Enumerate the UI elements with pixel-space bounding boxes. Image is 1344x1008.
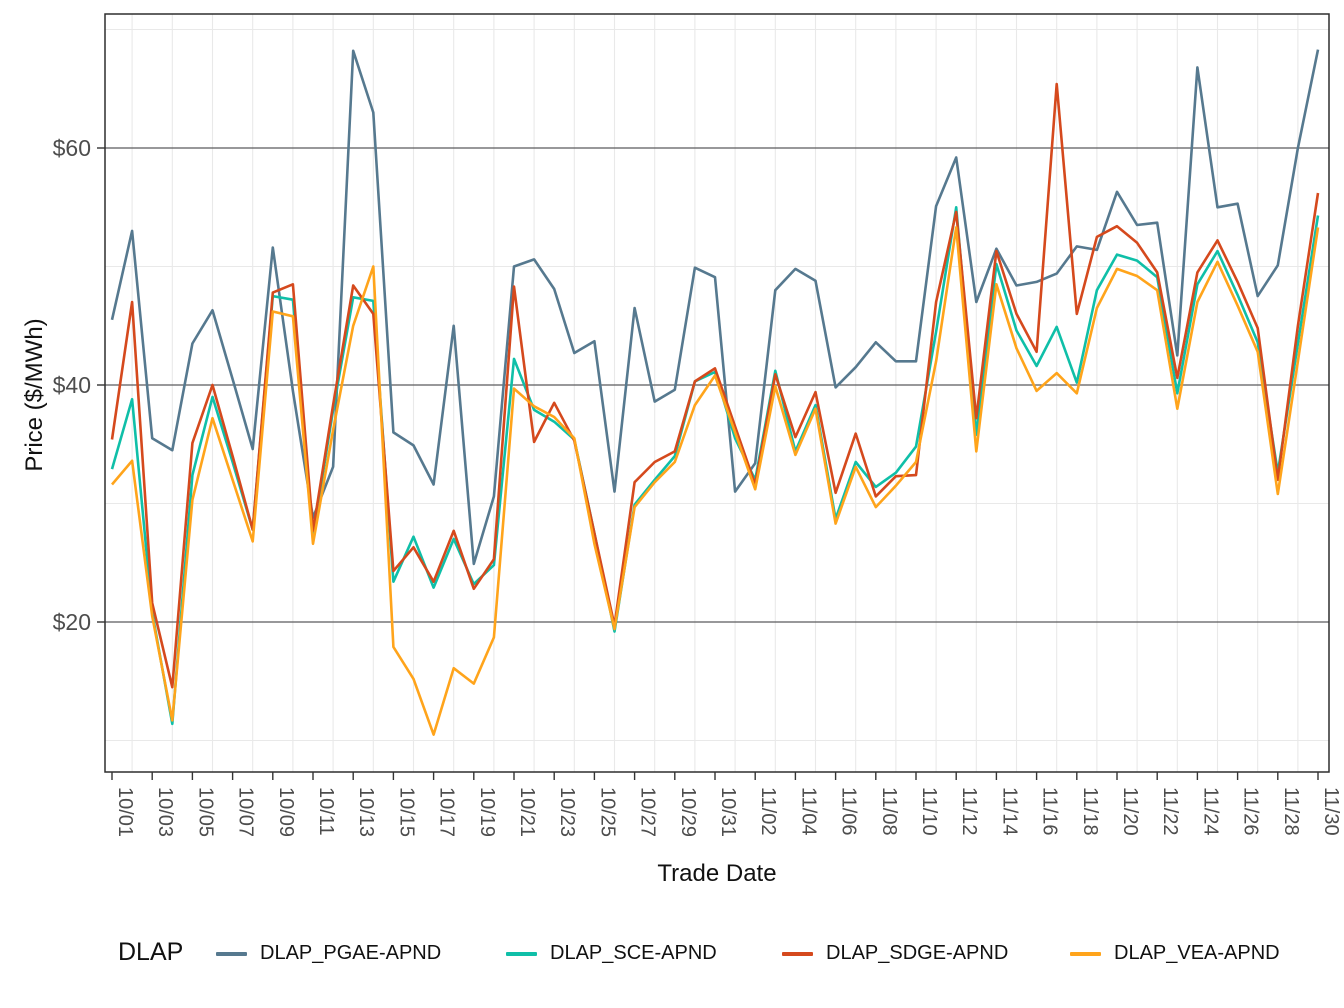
legend-item-vea: DLAP_VEA-APND xyxy=(1070,942,1280,965)
x-tick-label: 10/27 xyxy=(637,787,659,837)
vea-line-swatch-icon xyxy=(1070,951,1101,956)
legend-item-sce: DLAP_SCE-APND xyxy=(506,942,717,965)
pgae-line-swatch-icon xyxy=(216,951,247,956)
legend-label: DLAP_PGAE-APND xyxy=(260,942,442,964)
y-tick-label: $40 xyxy=(53,372,91,398)
x-tick-label: 11/04 xyxy=(797,787,819,836)
x-tick-label: 10/05 xyxy=(194,787,216,837)
x-tick-label: 10/11 xyxy=(315,787,337,836)
x-tick-label: 11/18 xyxy=(1079,787,1101,836)
legend: DLAP DLAP_PGAE-APND DLAP_SCE-APND DLAP_S… xyxy=(0,930,1344,980)
x-tick-label: 10/19 xyxy=(476,787,498,837)
y-tick-label: $20 xyxy=(53,609,91,635)
x-tick-label: 10/09 xyxy=(275,787,297,837)
x-tick-label: 11/26 xyxy=(1240,787,1262,836)
x-tick-label: 10/17 xyxy=(436,787,458,837)
x-tick-label: 10/13 xyxy=(355,787,377,837)
legend-item-sdge: DLAP_SDGE-APND xyxy=(782,942,1008,965)
x-tick-label: 11/16 xyxy=(1039,787,1061,836)
x-tick-label: 10/23 xyxy=(556,787,578,837)
x-tick-label: 11/20 xyxy=(1119,787,1141,836)
legend-label: DLAP_SDGE-APND xyxy=(826,942,1009,964)
x-tick-label: 11/24 xyxy=(1199,787,1221,836)
x-axis-title: Trade Date xyxy=(657,860,777,887)
x-tick-label: 10/03 xyxy=(154,787,176,837)
legend-item-pgae: DLAP_PGAE-APND xyxy=(216,942,441,965)
x-tick-label: 11/22 xyxy=(1159,787,1181,836)
x-tick-label: 11/28 xyxy=(1280,787,1302,836)
x-tick-label: 10/25 xyxy=(596,787,618,837)
legend-title: DLAP xyxy=(118,938,184,966)
x-tick-label: 11/12 xyxy=(958,787,980,836)
x-tick-label: 10/01 xyxy=(114,787,136,837)
x-tick-label: 10/07 xyxy=(235,787,257,837)
sdge-line-swatch-icon xyxy=(782,951,813,956)
x-tick-label: 10/21 xyxy=(516,787,538,837)
x-tick-label: 10/29 xyxy=(677,787,699,837)
legend-label: DLAP_SCE-APND xyxy=(550,942,717,964)
sce-line-swatch-icon xyxy=(506,951,537,956)
x-tick-label: 11/06 xyxy=(838,787,860,836)
x-tick-label: 11/30 xyxy=(1320,787,1342,836)
x-tick-label: 10/15 xyxy=(395,787,417,837)
series-line-DLAP_VEA-APND xyxy=(111,226,1320,736)
x-tick-label: 11/08 xyxy=(878,787,900,836)
legend-label: DLAP_VEA-APND xyxy=(1114,942,1280,964)
y-tick-label: $60 xyxy=(53,135,91,161)
x-tick-label: 10/31 xyxy=(717,787,739,837)
x-tick-label: 11/10 xyxy=(918,787,940,836)
panel-border xyxy=(104,13,1330,773)
x-tick-label: 11/14 xyxy=(998,787,1020,836)
y-axis-title: Price ($/MWh) xyxy=(21,318,48,472)
x-tick-label: 11/02 xyxy=(757,787,779,836)
